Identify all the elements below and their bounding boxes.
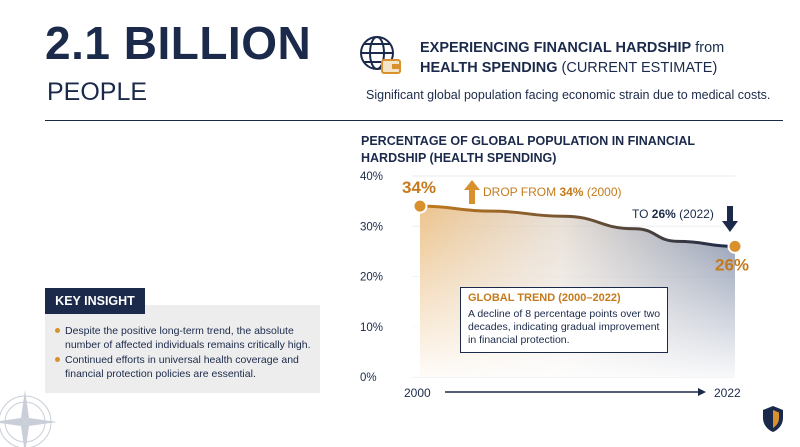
shield-logo-icon [763, 406, 783, 432]
to-prefix: TO [632, 207, 652, 221]
x-axis-arrowhead [698, 388, 706, 396]
compass-icon [0, 390, 57, 447]
y-tick-label: 0% [360, 372, 377, 384]
drop-suffix: (2000) [583, 185, 622, 199]
insight-bullet-text: Despite the positive long-term trend, th… [65, 325, 311, 351]
y-tick-label: 40% [360, 171, 383, 183]
insight-bullet-text: Continued efforts in universal health co… [65, 354, 299, 380]
to-value: 26% [651, 207, 676, 221]
data-point [727, 238, 743, 254]
trend-text: A decline of 8 percentage points over tw… [468, 308, 661, 346]
drop-prefix: DROP FROM [483, 185, 560, 199]
globe-wallet-icon [360, 36, 401, 74]
headline-normal-1: from [691, 40, 725, 56]
drop-value: 34% [559, 185, 584, 199]
insight-tab: KEY INSIGHT [45, 288, 145, 314]
chart-title: PERCENTAGE OF GLOBAL POPULATION IN FINAN… [361, 134, 695, 165]
trend-title: GLOBAL TREND (2000–2022) [468, 292, 621, 304]
headline-normal-2: (CURRENT ESTIMATE) [557, 60, 718, 76]
insight-bullet: Despite the positive long-term trend, th… [55, 324, 327, 352]
y-tick-label: 10% [360, 322, 383, 334]
x-tick-label: 2000 [404, 386, 431, 400]
subline: Significant global population facing eco… [366, 88, 771, 102]
to-annotation: TO 26% (2022) [632, 207, 714, 221]
end-value-label: 26% [715, 255, 749, 274]
data-point [412, 198, 428, 214]
headline-bold-2: HEALTH SPENDING [420, 60, 558, 76]
insight-bullet: Continued efforts in universal health co… [55, 353, 327, 381]
start-value-label: 34% [402, 178, 436, 197]
to-suffix: (2022) [675, 207, 714, 221]
x-tick-label: 2022 [714, 386, 741, 400]
trend-box [460, 287, 668, 353]
bullet-dot [55, 328, 60, 333]
series-line [419, 204, 736, 248]
divider [45, 120, 783, 121]
arrow-down-icon [722, 206, 738, 232]
arrow-up-icon [464, 180, 480, 204]
y-tick-label: 30% [360, 221, 383, 233]
y-tick-label: 20% [360, 272, 383, 284]
hero-unit: PEOPLE [47, 78, 148, 106]
headline: EXPERIENCING FINANCIAL HARDSHIP from HEA… [420, 38, 780, 78]
insight-panel [45, 305, 320, 393]
bullet-dot [55, 357, 60, 362]
drop-annotation: DROP FROM 34% (2000) [483, 185, 622, 199]
hero-number: 2.1 BILLION [45, 17, 312, 69]
headline-bold-1: EXPERIENCING FINANCIAL HARDSHIP [420, 40, 692, 56]
